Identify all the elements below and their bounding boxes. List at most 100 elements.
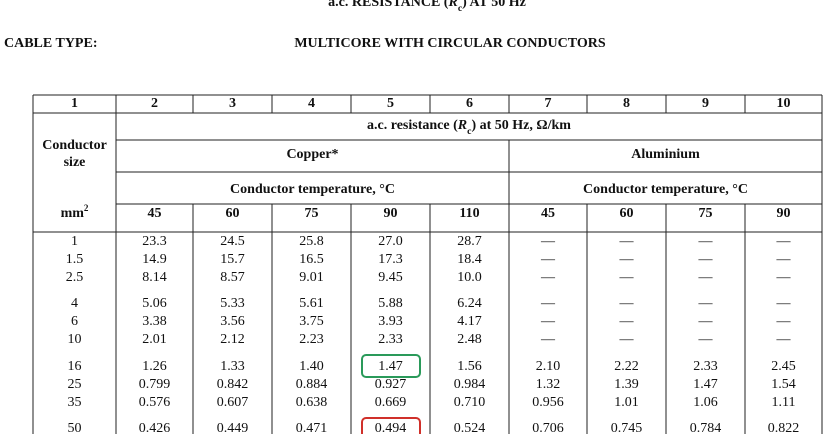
temperature: 90 xyxy=(777,206,791,221)
resistance: 2.33 xyxy=(693,359,718,374)
resistance: 2.45 xyxy=(771,359,796,374)
group-name: Copper* xyxy=(286,147,338,162)
title-part: c xyxy=(458,3,463,14)
temperature: 110 xyxy=(459,206,479,221)
conductor-size: 35 xyxy=(68,395,82,410)
highlight-green xyxy=(361,354,421,378)
unit-header-part: a.c. resistance ( xyxy=(367,118,458,133)
resistance: — xyxy=(540,252,556,267)
resistance: 0.822 xyxy=(768,421,800,434)
resistance: 1.47 xyxy=(693,377,718,392)
resistance: — xyxy=(776,252,792,267)
conductor-size: 1.5 xyxy=(66,252,84,267)
resistance: 3.93 xyxy=(378,314,403,329)
size-unit-part: mm xyxy=(61,206,85,221)
resistance: 0.984 xyxy=(454,377,486,392)
resistance: — xyxy=(540,296,556,311)
temperature: 60 xyxy=(620,206,634,221)
column-number: 9 xyxy=(702,96,709,111)
unit-header-part: R xyxy=(457,118,467,133)
temperature: 60 xyxy=(226,206,240,221)
resistance: 8.57 xyxy=(220,270,245,285)
resistance: — xyxy=(698,314,714,329)
column-number: 5 xyxy=(387,96,394,111)
resistance: 25.8 xyxy=(299,234,324,249)
resistance: 0.745 xyxy=(611,421,643,434)
conductor-size: 50 xyxy=(68,421,82,434)
resistance: — xyxy=(698,252,714,267)
resistance: 1.11 xyxy=(772,395,796,410)
resistance: — xyxy=(540,234,556,249)
resistance: 0.449 xyxy=(217,421,249,434)
resistance: 0.607 xyxy=(217,395,249,410)
resistance: 1.40 xyxy=(299,359,324,374)
resistance: 10.0 xyxy=(457,270,482,285)
resistance: 5.88 xyxy=(378,296,403,311)
row-header: size xyxy=(64,155,86,170)
resistance: 0.669 xyxy=(375,395,407,410)
resistance: 5.33 xyxy=(220,296,245,311)
resistance: 23.3 xyxy=(142,234,167,249)
temperature-label: Conductor temperature, °C xyxy=(230,182,395,197)
resistance: — xyxy=(540,332,556,347)
resistance: — xyxy=(698,332,714,347)
resistance: 5.61 xyxy=(299,296,324,311)
title-part: R xyxy=(447,0,457,10)
column-number: 2 xyxy=(151,96,158,111)
resistance: — xyxy=(698,270,714,285)
resistance: 27.0 xyxy=(378,234,403,249)
resistance: — xyxy=(776,314,792,329)
resistance: 9.01 xyxy=(299,270,324,285)
cable-type: MULTICORE WITH CIRCULAR CONDUCTORS xyxy=(294,36,606,51)
resistance: 0.471 xyxy=(296,421,328,434)
temperature: 45 xyxy=(148,206,162,221)
resistance: 18.4 xyxy=(457,252,482,267)
resistance: 0.927 xyxy=(375,377,407,392)
resistance: 5.06 xyxy=(142,296,167,311)
column-number: 6 xyxy=(466,96,473,111)
resistance: — xyxy=(540,314,556,329)
resistance: 2.33 xyxy=(378,332,403,347)
conductor-size: 16 xyxy=(68,359,82,374)
resistance: 1.56 xyxy=(457,359,482,374)
resistance: 0.956 xyxy=(532,395,564,410)
conductor-size: 25 xyxy=(68,377,82,392)
resistance: 3.38 xyxy=(142,314,167,329)
resistance: 16.5 xyxy=(299,252,324,267)
resistance: — xyxy=(776,332,792,347)
column-number: 1 xyxy=(71,96,78,111)
resistance: 4.17 xyxy=(457,314,482,329)
resistance: 2.01 xyxy=(142,332,167,347)
column-number: 7 xyxy=(545,96,552,111)
resistance: 2.23 xyxy=(299,332,324,347)
resistance: 0.524 xyxy=(454,421,486,434)
temperature: 90 xyxy=(384,206,398,221)
resistance: 0.638 xyxy=(296,395,328,410)
unit-header-part: c xyxy=(467,126,472,137)
resistance: 1.32 xyxy=(536,377,561,392)
resistance: 0.494 xyxy=(375,421,407,434)
temperature: 45 xyxy=(541,206,555,221)
column-number: 10 xyxy=(777,96,791,111)
resistance: 0.576 xyxy=(139,395,171,410)
resistance: 2.22 xyxy=(614,359,639,374)
resistance: — xyxy=(698,296,714,311)
resistance: — xyxy=(619,296,635,311)
resistance: 1.06 xyxy=(693,395,718,410)
resistance: — xyxy=(619,332,635,347)
cable-type-label: CABLE TYPE: xyxy=(4,36,97,51)
resistance: 3.56 xyxy=(220,314,245,329)
resistance: — xyxy=(619,270,635,285)
resistance: 17.3 xyxy=(378,252,403,267)
unit-header-part: ) at 50 Hz, Ω/km xyxy=(471,118,571,133)
resistance: 14.9 xyxy=(142,252,167,267)
conductor-size: 2.5 xyxy=(66,270,84,285)
resistance: 2.12 xyxy=(220,332,245,347)
resistance: 6.24 xyxy=(457,296,482,311)
conductor-size: 4 xyxy=(71,296,78,311)
resistance: 2.10 xyxy=(536,359,561,374)
temperature: 75 xyxy=(699,206,713,221)
temperature-label: Conductor temperature, °C xyxy=(583,182,748,197)
